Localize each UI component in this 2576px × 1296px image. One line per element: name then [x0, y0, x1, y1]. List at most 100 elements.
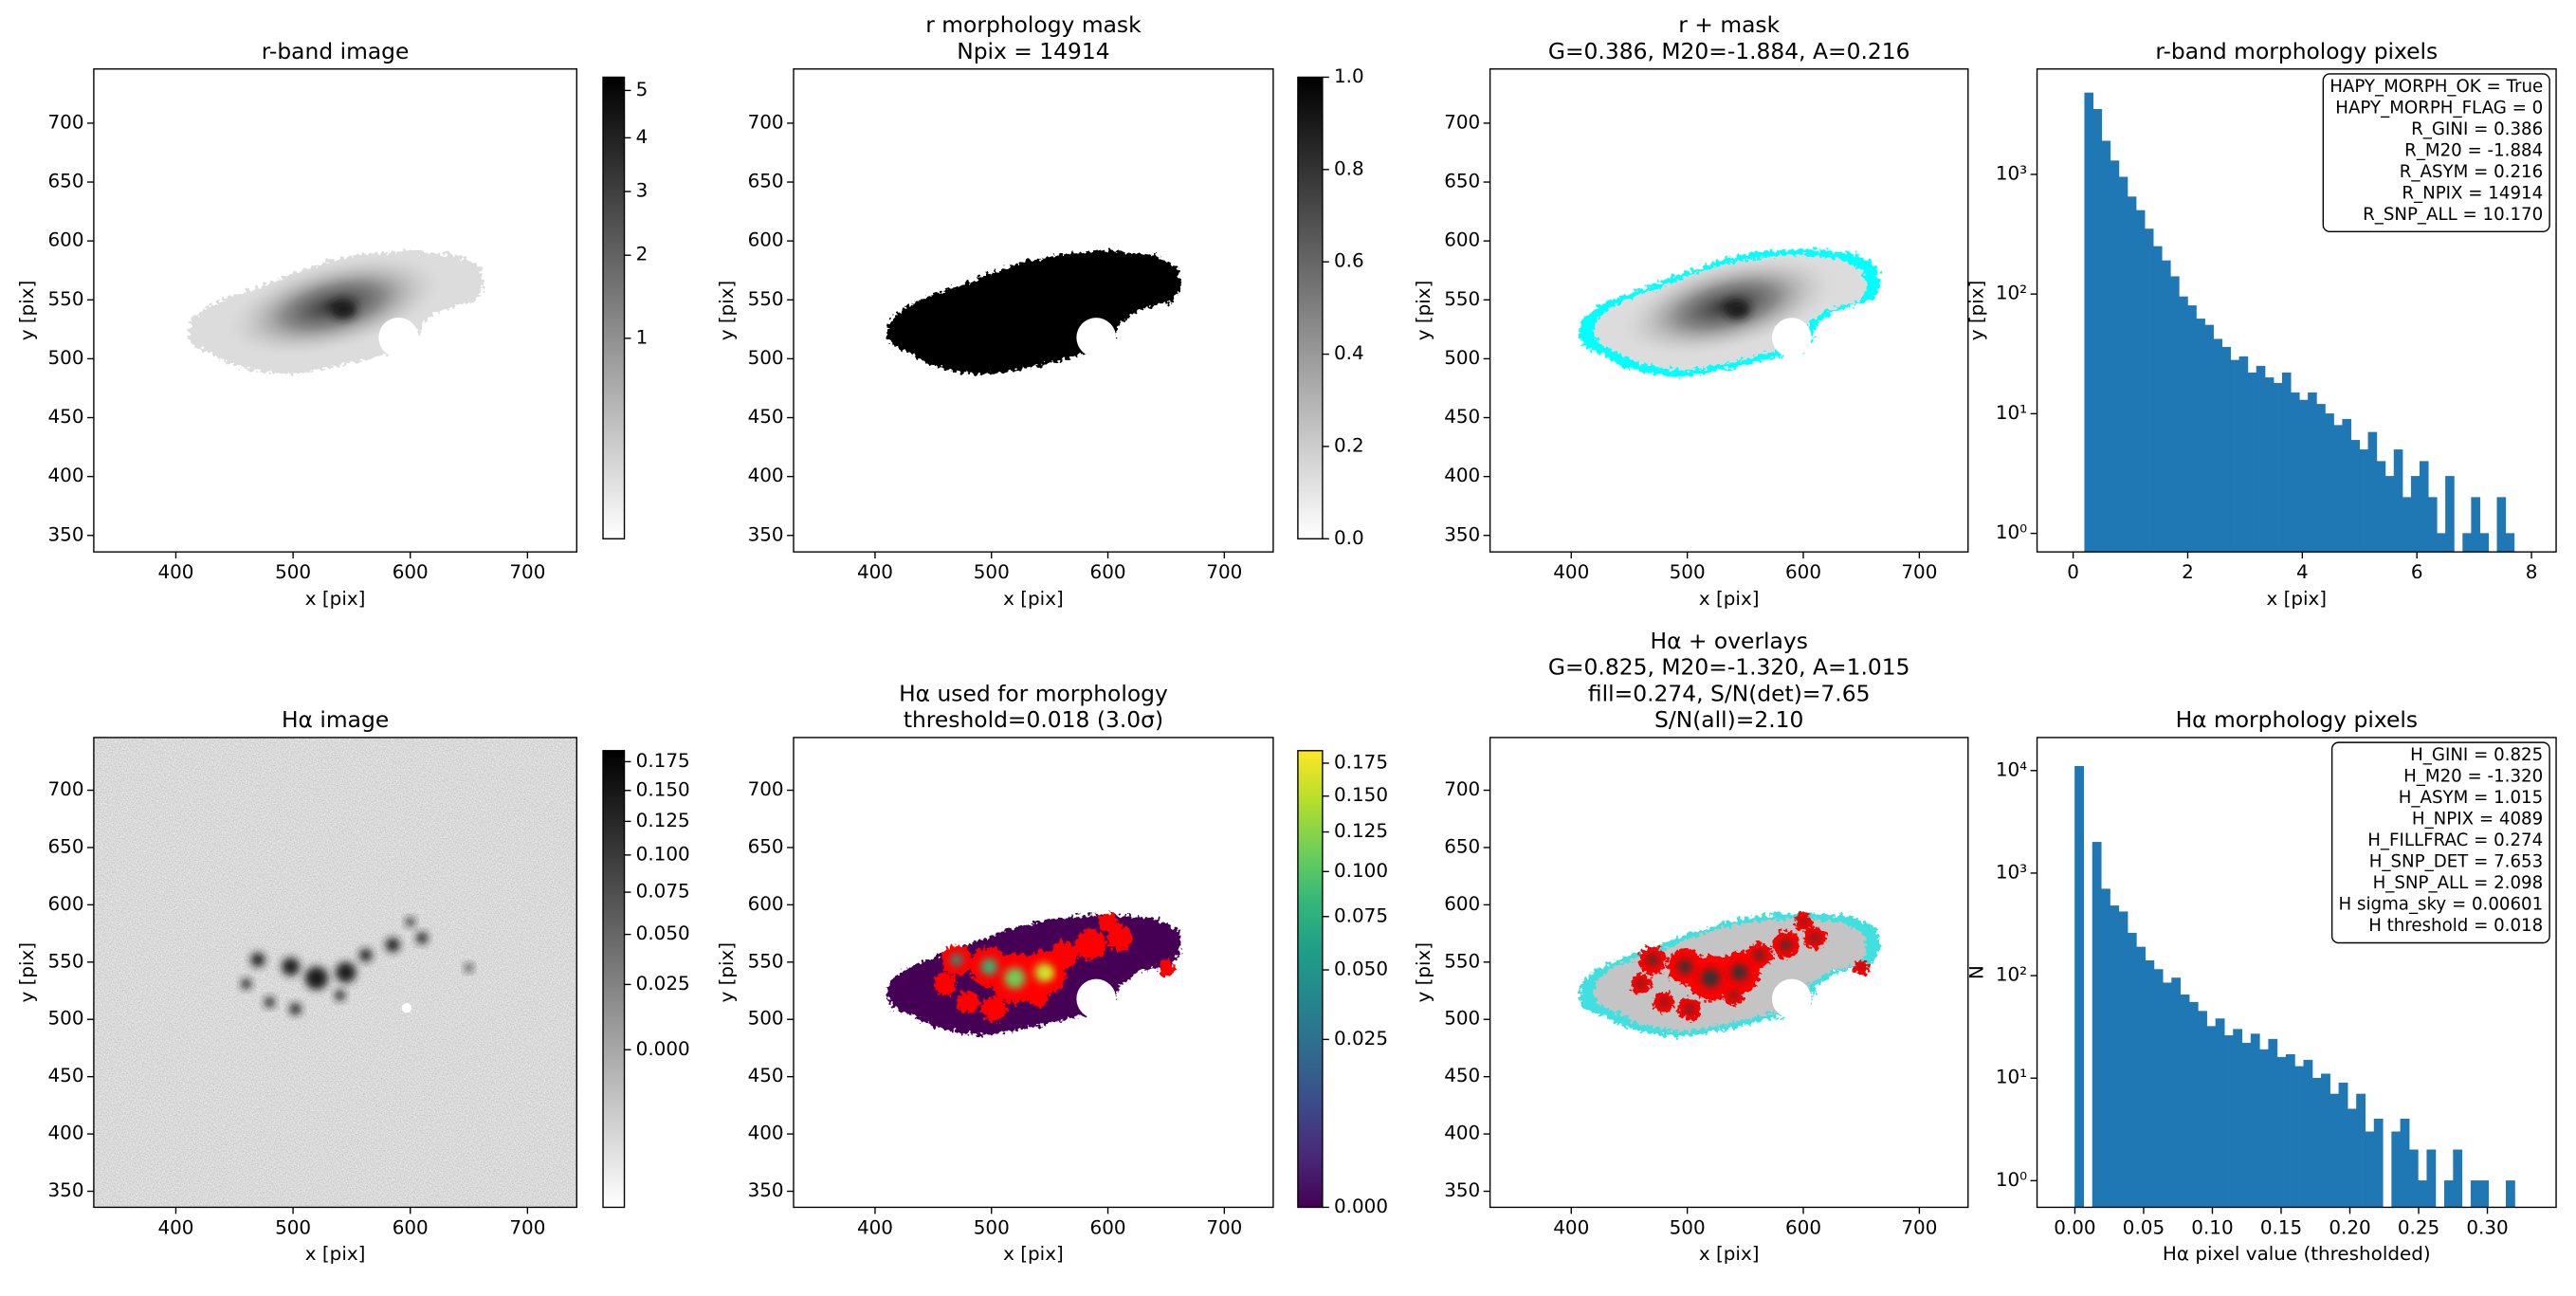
x-tick-label: 700 [1206, 561, 1242, 583]
x-tick-label: 2 [2182, 561, 2194, 583]
histogram-bar [2180, 995, 2190, 1208]
histogram-bar [2294, 1066, 2305, 1208]
axes-frame [1489, 737, 1969, 1209]
y-axis-label: y [pix] [1413, 281, 1434, 341]
panel-title: r morphology mask [925, 11, 1142, 38]
x-tick-label: 0.05 [2123, 1216, 2165, 1238]
masked-star [1771, 978, 1812, 1019]
histogram-bar [2118, 911, 2128, 1208]
histogram-bar [2410, 476, 2421, 553]
histogram-bar [2347, 1108, 2357, 1208]
y-axis-label: N [1966, 965, 1988, 979]
x-axis-label: x [pix] [1699, 588, 1760, 610]
histogram-bar [2453, 1149, 2463, 1208]
emission-region [1754, 950, 1765, 961]
emission-region [1050, 940, 1078, 970]
histogram-bar [2329, 1093, 2340, 1208]
panel-title: Hα morphology pixels [2176, 706, 2418, 733]
x-tick-label: 700 [509, 561, 545, 583]
histogram-bar [2179, 296, 2188, 553]
annotation-line: R_SNP_ALL = 10.170 [2363, 205, 2543, 225]
histogram-bar [2338, 1082, 2348, 1208]
colorbar-tick-label: 0.125 [636, 810, 690, 831]
histogram-bar [2479, 533, 2489, 553]
emission-region [1158, 959, 1175, 977]
x-tick-label: 4 [2296, 561, 2309, 583]
galaxy-core [1724, 300, 1750, 319]
x-tick-label: 0.15 [2260, 1216, 2302, 1238]
y-tick-label: 350 [748, 1179, 784, 1201]
emission-region [405, 917, 415, 927]
histogram-bar [2233, 1029, 2243, 1208]
x-tick-label: 8 [2526, 561, 2538, 583]
histogram-bar [2145, 960, 2155, 1208]
x-tick-label: 400 [1553, 561, 1589, 583]
annotation-line: H threshold = 0.018 [2368, 916, 2543, 936]
y-tick-label: 10¹ [1996, 402, 2027, 424]
colorbar-tick-label: 0.100 [636, 843, 690, 865]
bright-region [950, 954, 963, 966]
emission-region [1701, 968, 1721, 988]
y-tick-label: 10⁰ [1996, 1169, 2027, 1191]
y-tick-label: 400 [748, 1123, 784, 1144]
y-tick-label: 600 [1444, 229, 1480, 251]
histogram-bar [2247, 372, 2257, 553]
panel-title: G=0.825, M20=-1.320, A=1.015 [1548, 654, 1910, 681]
colorbar-tick-label: 3 [636, 179, 649, 201]
emission-region [358, 948, 373, 962]
x-tick-label: 600 [1090, 561, 1126, 583]
emission-region [1800, 918, 1807, 926]
emission-region [465, 963, 473, 972]
histogram-bar [2299, 399, 2309, 553]
histogram-bar [2505, 533, 2515, 553]
histogram-bar [2241, 1042, 2252, 1208]
x-tick-label: 0.20 [2329, 1216, 2370, 1238]
histogram-bar [2462, 533, 2472, 553]
histogram-bar [2408, 1149, 2419, 1208]
x-tick-label: 700 [1901, 561, 1937, 583]
y-tick-label: 350 [1444, 1179, 1480, 1201]
colorbar [1297, 76, 1324, 539]
histogram-bar [2402, 497, 2412, 553]
x-axis-label: x [pix] [1003, 1243, 1064, 1265]
histogram-bar [2170, 276, 2180, 553]
histogram-bar [2428, 497, 2438, 553]
histogram-bar [2118, 176, 2128, 553]
histogram-bar [2144, 228, 2154, 553]
y-tick-label: 700 [1444, 111, 1480, 133]
emission-region [241, 978, 252, 990]
y-tick-label: 600 [48, 229, 84, 251]
masked-star [1771, 318, 1812, 357]
histogram-bar [2393, 449, 2403, 553]
histogram-bar [2444, 1180, 2454, 1208]
emission-region [264, 996, 275, 1008]
histogram-bar [2471, 497, 2480, 553]
emission-region [1685, 1004, 1695, 1014]
histogram-bar [2074, 766, 2084, 1208]
y-tick-label: 500 [748, 1008, 784, 1030]
emission-region [1729, 991, 1738, 1000]
y-tick-label: 400 [48, 465, 84, 486]
histogram-bar [2311, 1077, 2322, 1208]
y-tick-label: 650 [748, 171, 784, 192]
y-tick-label: 700 [1444, 778, 1480, 800]
histogram-bar [2359, 449, 2369, 553]
y-tick-label: 600 [1444, 893, 1480, 915]
x-axis-label: x [pix] [305, 588, 366, 610]
y-tick-label: 450 [1444, 1065, 1480, 1086]
colorbar [602, 750, 626, 1209]
y-tick-label: 450 [748, 406, 784, 428]
histogram-bar [2162, 260, 2171, 553]
axes-frame [1489, 68, 1969, 553]
x-tick-label: 500 [275, 561, 311, 583]
y-tick-label: 450 [748, 1065, 784, 1086]
x-tick-label: 600 [1090, 1216, 1126, 1238]
x-tick-label: 0 [2067, 561, 2079, 583]
histogram-bar [2213, 338, 2223, 553]
annotation-line: H_FILLFRAC = 0.274 [2367, 831, 2543, 850]
annotation-box [2322, 73, 2550, 232]
annotation-line: H_NPIX = 4089 [2412, 810, 2543, 830]
histogram-bar [2198, 1011, 2207, 1208]
panel-title: r + mask [1678, 11, 1780, 38]
colorbar-tick-label: 0.0 [1334, 527, 1364, 549]
